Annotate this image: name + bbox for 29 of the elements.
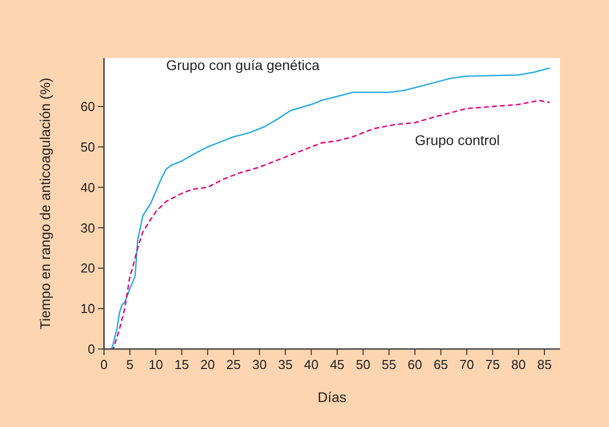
x-tick-label: 30 [252, 357, 267, 372]
y-tick-label: 50 [80, 139, 95, 154]
y-tick-label: 60 [80, 99, 95, 114]
x-tick-label: 35 [278, 357, 293, 372]
x-tick-label: 55 [382, 357, 396, 372]
x-tick-label: 40 [304, 357, 319, 372]
series-label: Grupo con guía genética [166, 57, 320, 74]
x-tick-label: 50 [356, 357, 370, 372]
y-tick-label: 20 [80, 260, 95, 276]
x-tick-label: 10 [148, 357, 164, 372]
x-tick-label: 15 [174, 357, 189, 372]
x-tick-label: 70 [459, 357, 474, 372]
x-tick-label: 45 [330, 357, 344, 372]
series-label: Grupo control [414, 132, 500, 148]
x-tick-label: 65 [434, 357, 448, 372]
y-tick-label: 30 [80, 220, 95, 236]
x-tick-label: 25 [226, 357, 241, 372]
x-tick-label: 85 [537, 357, 552, 372]
x-tick-label: 5 [126, 357, 134, 372]
y-axis-title: Tiempo en rango de anticoagulación (%) [37, 78, 53, 330]
x-tick-label: 60 [408, 357, 422, 372]
y-tick-label: 40 [80, 180, 95, 195]
y-tick-label: 10 [80, 301, 95, 316]
x-tick-label: 0 [100, 357, 108, 372]
x-tick-label: 75 [485, 357, 500, 372]
x-tick-label: 80 [511, 357, 526, 372]
y-tick-label: 0 [88, 342, 95, 357]
x-axis-title: Días [318, 389, 346, 405]
x-tick-label: 20 [200, 357, 215, 372]
